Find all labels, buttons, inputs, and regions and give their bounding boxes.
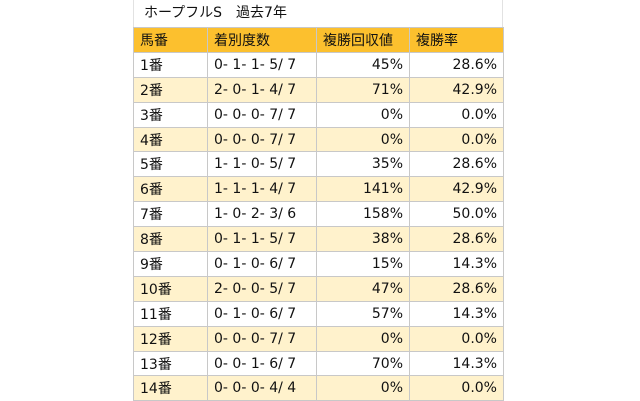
table-cell: 42.9% bbox=[409, 76, 504, 103]
table-cell: 0- 0- 0- 7/ 7 bbox=[207, 101, 317, 128]
sheet: ホープフルS 過去7年 馬番 着別度数 複勝回収値 複勝率 1番 0- 1- 1- 5/ … bbox=[133, 0, 504, 401]
table-cell: 0- 1- 1- 5/ 7 bbox=[207, 226, 317, 253]
table-cell: 4番 bbox=[133, 126, 208, 153]
table-cell: 2番 bbox=[133, 76, 208, 103]
table-cell: 1- 1- 1- 4/ 7 bbox=[207, 176, 317, 203]
table-row: 1番 0- 1- 1- 5/ 7 45% 28.6% bbox=[133, 51, 504, 78]
table-row: 7番 1- 0- 2- 3/ 6 158% 50.0% bbox=[133, 201, 504, 228]
table-cell: 57% bbox=[316, 300, 410, 327]
table-cell: 9番 bbox=[133, 251, 208, 277]
header-cell: 着別度数 bbox=[207, 27, 317, 53]
table-cell: 2- 0- 0- 5/ 7 bbox=[207, 275, 317, 302]
table-cell: 13番 bbox=[133, 350, 208, 377]
table-row: 11番 0- 1- 0- 6/ 7 57% 14.3% bbox=[133, 300, 504, 327]
table-cell: 14.3% bbox=[409, 251, 504, 277]
result-table: 馬番 着別度数 複勝回収値 複勝率 1番 0- 1- 1- 5/ 7 45% 28.6% 2番 2… bbox=[133, 27, 504, 401]
table-row: 9番 0- 1- 0- 6/ 7 15% 14.3% bbox=[133, 251, 504, 277]
table-cell: 141% bbox=[316, 176, 410, 203]
table-cell: 0% bbox=[316, 325, 410, 352]
table-cell: 11番 bbox=[133, 300, 208, 327]
table-cell: 3番 bbox=[133, 101, 208, 128]
table-cell: 14番 bbox=[133, 375, 208, 401]
table-cell: 0- 1- 0- 6/ 7 bbox=[207, 300, 317, 327]
table-row: 12番 0- 0- 0- 7/ 7 0% 0.0% bbox=[133, 325, 504, 352]
table-cell: 1- 0- 2- 3/ 6 bbox=[207, 201, 317, 228]
table-cell: 0% bbox=[316, 101, 410, 128]
table-row: 5番 1- 1- 0- 5/ 7 35% 28.6% bbox=[133, 151, 504, 178]
table-cell: 42.9% bbox=[409, 176, 504, 203]
table-cell: 28.6% bbox=[409, 275, 504, 302]
table-cell: 0.0% bbox=[409, 126, 504, 153]
table-cell: 1番 bbox=[133, 51, 208, 78]
table-cell: 5番 bbox=[133, 151, 208, 178]
table-cell: 71% bbox=[316, 76, 410, 103]
header-row: 馬番 着別度数 複勝回収値 複勝率 bbox=[133, 27, 504, 53]
table-cell: 0.0% bbox=[409, 101, 504, 128]
table-row: 10番 2- 0- 0- 5/ 7 47% 28.6% bbox=[133, 275, 504, 302]
header-cell: 馬番 bbox=[133, 27, 208, 53]
table-row: 14番 0- 0- 0- 4/ 4 0% 0.0% bbox=[133, 375, 504, 401]
table-cell: 14.3% bbox=[409, 300, 504, 327]
table-cell: 0- 0- 0- 7/ 7 bbox=[207, 325, 317, 352]
table-row: 13番 0- 0- 1- 6/ 7 70% 14.3% bbox=[133, 350, 504, 377]
table-cell: 1- 1- 0- 5/ 7 bbox=[207, 151, 317, 178]
table-cell: 35% bbox=[316, 151, 410, 178]
table-cell: 28.6% bbox=[409, 151, 504, 178]
table-cell: 6番 bbox=[133, 176, 208, 203]
table-cell: 0- 1- 1- 5/ 7 bbox=[207, 51, 317, 78]
table-cell: 50.0% bbox=[409, 201, 504, 228]
table-cell: 38% bbox=[316, 226, 410, 253]
table-cell: 158% bbox=[316, 201, 410, 228]
table-cell: 0% bbox=[316, 126, 410, 153]
table-cell: 0.0% bbox=[409, 375, 504, 401]
table-row: 2番 2- 0- 1- 4/ 7 71% 42.9% bbox=[133, 76, 504, 103]
table-cell: 0- 1- 0- 6/ 7 bbox=[207, 251, 317, 277]
table-cell: 47% bbox=[316, 275, 410, 302]
table-cell: 15% bbox=[316, 251, 410, 277]
table-cell: 2- 0- 1- 4/ 7 bbox=[207, 76, 317, 103]
table-row: 6番 1- 1- 1- 4/ 7 141% 42.9% bbox=[133, 176, 504, 203]
table-cell: 45% bbox=[316, 51, 410, 78]
table-cell: 28.6% bbox=[409, 51, 504, 78]
header-cell: 複勝回収値 bbox=[316, 27, 410, 53]
table-body: 馬番 着別度数 複勝回収値 複勝率 1番 0- 1- 1- 5/ 7 45% 28.6% 2番 2… bbox=[133, 27, 504, 401]
header-cell: 複勝率 bbox=[409, 27, 504, 53]
table-cell: 14.3% bbox=[409, 350, 504, 377]
sheet-title: ホープフルS 過去7年 bbox=[133, 0, 503, 27]
table-cell: 28.6% bbox=[409, 226, 504, 253]
table-cell: 0- 0- 1- 6/ 7 bbox=[207, 350, 317, 377]
table-cell: 10番 bbox=[133, 275, 208, 302]
table-cell: 8番 bbox=[133, 226, 208, 253]
table-cell: 7番 bbox=[133, 201, 208, 228]
table-row: 3番 0- 0- 0- 7/ 7 0% 0.0% bbox=[133, 101, 504, 128]
table-cell: 70% bbox=[316, 350, 410, 377]
table-cell: 0- 0- 0- 4/ 4 bbox=[207, 375, 317, 401]
table-cell: 0- 0- 0- 7/ 7 bbox=[207, 126, 317, 153]
table-row: 4番 0- 0- 0- 7/ 7 0% 0.0% bbox=[133, 126, 504, 153]
table-cell: 0% bbox=[316, 375, 410, 401]
table-cell: 12番 bbox=[133, 325, 208, 352]
table-row: 8番 0- 1- 1- 5/ 7 38% 28.6% bbox=[133, 226, 504, 253]
table-cell: 0.0% bbox=[409, 325, 504, 352]
